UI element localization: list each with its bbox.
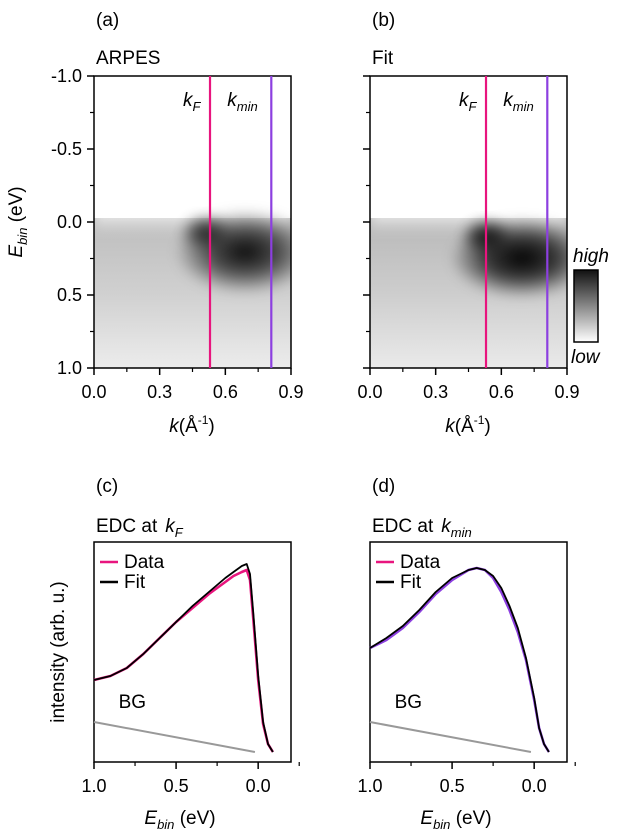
colorbar bbox=[573, 269, 599, 343]
heatmap-ytick-label: -1.0 bbox=[51, 66, 82, 86]
heatmap-xtick-label: 0.6 bbox=[489, 382, 514, 402]
series-fit bbox=[369, 567, 550, 753]
panel-d-title: EDC at kmin bbox=[372, 516, 472, 540]
heatmap-a bbox=[94, 76, 291, 368]
heatmap-b-axes: 0.0 0.3 0.6 0.9 bbox=[357, 75, 580, 402]
edc-c-xlabel: Ebin (eV) bbox=[144, 808, 215, 832]
heatmap-b bbox=[370, 76, 567, 368]
edc-xtick-label: 0.5 bbox=[440, 776, 465, 796]
series-data bbox=[369, 566, 551, 753]
edc-xtick-label: 0.5 bbox=[164, 776, 189, 796]
marker-label-min: kmin bbox=[227, 90, 257, 114]
edc-c-frame bbox=[93, 541, 292, 763]
edc-d-xlabel: Ebin (eV) bbox=[420, 808, 491, 832]
heatmap-b-xlabel: k(Å-1) bbox=[445, 413, 491, 437]
legend-label-fit: Fit bbox=[124, 572, 146, 593]
marker-label-F: kF bbox=[459, 90, 478, 114]
heatmap-a-axes: 0.0 0.3 0.6 0.9 -1.0 -0.5 0.0 0.5 1.0 bbox=[51, 66, 304, 402]
panel-c-title: EDC at kF bbox=[96, 516, 184, 540]
heatmap-xtick-label: 0.6 bbox=[213, 382, 238, 402]
heatmap-ylabel: Ebin (eV) bbox=[6, 186, 30, 257]
heatmap-xtick-label: 0.0 bbox=[81, 382, 106, 402]
colorbar-low-label: low bbox=[571, 347, 601, 368]
series-data bbox=[93, 568, 275, 753]
svg-text:intensity (arb. u.): intensity (arb. u.) bbox=[48, 581, 69, 723]
panel-a-title: ARPES bbox=[96, 48, 160, 69]
bg-label: BG bbox=[395, 692, 422, 713]
edc-xtick-label: 0.0 bbox=[522, 776, 547, 796]
legend-label-data: Data bbox=[400, 552, 441, 573]
marker-label-min: kmin bbox=[503, 90, 533, 114]
colorbar-high-label: high bbox=[573, 246, 609, 267]
panel-b-title: Fit bbox=[372, 48, 394, 69]
heatmap-ytick-label: 1.0 bbox=[57, 358, 82, 378]
heatmap-xtick-label: 0.9 bbox=[278, 382, 303, 402]
series-bg bbox=[93, 721, 256, 753]
heatmap-b-markers: kF kmin bbox=[459, 76, 549, 368]
bg-label: BG bbox=[119, 692, 146, 713]
marker-label-F: kF bbox=[183, 90, 202, 114]
heatmap-xtick-label: 0.3 bbox=[423, 382, 448, 402]
edc-d-frame bbox=[369, 541, 568, 763]
svg-text:Ebin (eV): Ebin (eV) bbox=[6, 186, 30, 257]
legend-label-fit: Fit bbox=[400, 572, 422, 593]
panel-b-label: (b) bbox=[372, 10, 395, 31]
edc-xtick-label: 0.0 bbox=[246, 776, 271, 796]
series-bg bbox=[369, 721, 532, 753]
edc-xtick-label: 1.0 bbox=[81, 776, 106, 796]
heatmap-ytick-label: -0.5 bbox=[51, 139, 82, 159]
edc-xtick-label: 1.0 bbox=[357, 776, 382, 796]
heatmap-ytick-label: 0.5 bbox=[57, 285, 82, 305]
heatmap-xtick-label: 0.0 bbox=[357, 382, 382, 402]
series-fit bbox=[93, 563, 274, 753]
heatmap-ytick-label: 0.0 bbox=[57, 212, 82, 232]
heatmap-a-markers: kF kmin bbox=[183, 76, 273, 368]
legend-label-data: Data bbox=[124, 552, 165, 573]
heatmap-xtick-label: 0.9 bbox=[554, 382, 579, 402]
panel-a-label: (a) bbox=[96, 10, 119, 31]
heatmap-xtick-label: 0.3 bbox=[147, 382, 172, 402]
heatmap-a-xlabel: k(Å-1) bbox=[169, 413, 215, 437]
edc-ylabel: intensity (arb. u.) bbox=[48, 581, 69, 723]
panel-d-label: (d) bbox=[372, 476, 395, 497]
panel-c-label: (c) bbox=[96, 476, 118, 497]
